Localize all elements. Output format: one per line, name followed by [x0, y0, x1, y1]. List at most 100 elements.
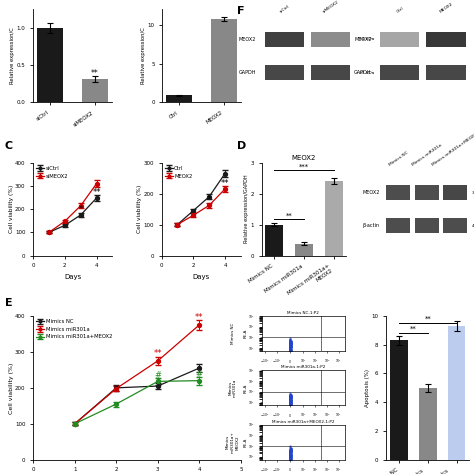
Bar: [415, 185, 439, 200]
Point: [286, 338, 294, 346]
Point: [286, 451, 294, 459]
Text: **: **: [92, 188, 101, 197]
Point: [287, 465, 294, 473]
Point: [287, 337, 294, 345]
Point: [287, 394, 294, 402]
Point: [287, 461, 294, 468]
Point: [287, 396, 294, 403]
Point: [286, 456, 294, 464]
Point: [287, 403, 294, 410]
Point: [286, 360, 294, 368]
Point: [286, 346, 294, 353]
Point: [286, 405, 294, 413]
Point: [287, 343, 294, 351]
Point: [287, 345, 294, 353]
Point: [287, 401, 294, 409]
Point: [286, 340, 294, 347]
Point: [287, 345, 294, 353]
Point: [287, 397, 294, 404]
Point: [287, 341, 294, 348]
Point: [287, 451, 294, 459]
Point: [286, 399, 294, 406]
Point: [287, 447, 294, 454]
Point: [286, 399, 294, 406]
Point: [287, 392, 294, 400]
Bar: [37, 28, 63, 102]
Point: [286, 452, 294, 460]
Point: [287, 354, 294, 361]
Point: [286, 407, 294, 415]
Point: [287, 447, 294, 455]
Point: [287, 452, 294, 459]
Point: [287, 403, 294, 411]
Point: [287, 396, 294, 404]
Point: [287, 454, 294, 462]
Point: [287, 347, 294, 355]
Point: [286, 338, 294, 346]
Point: [287, 349, 294, 357]
Point: [287, 398, 294, 405]
Y-axis label: Relative expression/C: Relative expression/C: [141, 27, 146, 84]
Point: [287, 455, 294, 463]
Point: [286, 400, 294, 407]
Text: siCtrl: siCtrl: [279, 4, 291, 13]
Point: [287, 454, 294, 461]
Point: [287, 341, 294, 349]
Point: [286, 448, 294, 456]
Point: [287, 406, 294, 414]
Point: [286, 453, 294, 460]
Point: [287, 344, 294, 351]
Text: D: D: [237, 141, 246, 151]
Legend: Mimics NC, Mimics miR301a, Mimics miR301a+MEOX2: Mimics NC, Mimics miR301a, Mimics miR301…: [36, 319, 113, 340]
Point: [287, 349, 294, 357]
Point: [286, 453, 294, 460]
Point: [287, 452, 294, 460]
Point: [286, 471, 294, 474]
Point: [287, 341, 294, 349]
Point: [287, 445, 294, 452]
Point: [286, 395, 294, 403]
X-axis label: Days: Days: [192, 273, 210, 280]
Point: [286, 449, 294, 457]
Point: [287, 339, 294, 346]
Point: [286, 455, 294, 462]
Point: [287, 454, 294, 462]
Point: [287, 343, 294, 351]
Point: [286, 399, 294, 406]
Point: [286, 402, 294, 410]
Point: [287, 461, 295, 469]
Point: [287, 403, 294, 410]
Point: [287, 454, 294, 461]
Point: [286, 349, 294, 357]
Bar: [265, 65, 304, 80]
Point: [286, 401, 294, 409]
Point: [286, 391, 294, 398]
Point: [287, 346, 294, 354]
Point: [287, 339, 294, 347]
Point: [287, 345, 294, 353]
Point: [287, 423, 294, 431]
Point: [287, 396, 294, 404]
Point: [286, 338, 294, 346]
Point: [287, 445, 294, 453]
Point: [287, 337, 294, 345]
Point: [286, 409, 294, 417]
Point: [287, 339, 294, 346]
Point: [287, 391, 294, 399]
Point: [286, 343, 294, 350]
Point: [286, 399, 294, 406]
Point: [286, 454, 294, 462]
Point: [287, 400, 294, 407]
Point: [286, 447, 294, 454]
Point: [287, 455, 295, 462]
Point: [287, 337, 294, 345]
Point: [287, 351, 294, 359]
Point: [287, 341, 294, 348]
Point: [287, 458, 294, 466]
Point: [287, 347, 294, 355]
Point: [286, 337, 294, 345]
Point: [287, 398, 294, 405]
Point: [286, 404, 294, 412]
Point: [286, 447, 294, 455]
Point: [287, 402, 294, 410]
